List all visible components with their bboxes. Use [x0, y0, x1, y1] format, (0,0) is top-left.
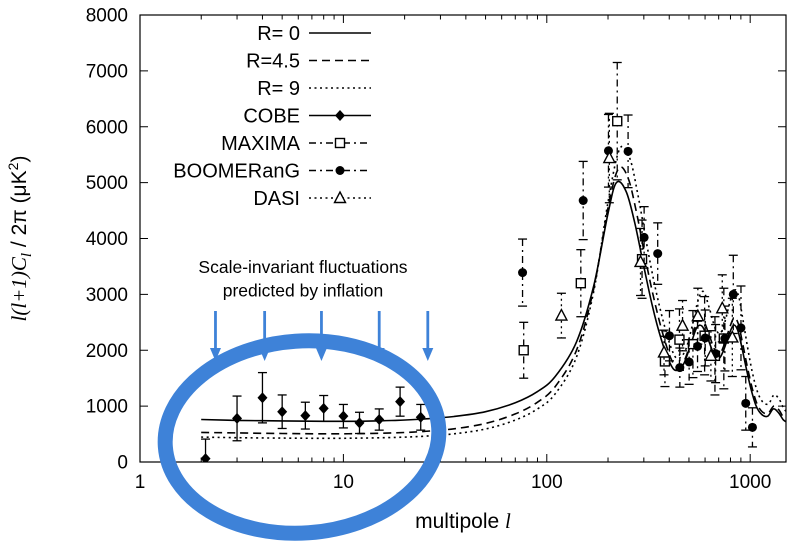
- y-tick-label: 0: [117, 453, 128, 474]
- axes: [139, 14, 787, 463]
- legend-item-DASI: DASI: [253, 188, 371, 210]
- legend-label: MAXIMA: [221, 133, 301, 155]
- series-DASI: [554, 112, 739, 382]
- legend-item-BOOMERanG: BOOMERanG: [173, 161, 371, 183]
- plot-border: [139, 14, 787, 463]
- theory-curve-R0: [201, 180, 786, 423]
- annotation-text-line: predicted by inflation: [223, 281, 384, 301]
- annotation-ellipse: [157, 333, 447, 541]
- legend-item-R4.5: R=4.5: [246, 51, 371, 73]
- legend-label: R=4.5: [246, 51, 300, 73]
- theory-curve-R4.5: [201, 166, 786, 435]
- series-COBE: [200, 371, 426, 462]
- tick-marks: [139, 14, 786, 463]
- tick-labels: 0 1000 2000 3000 4000 5000 6000 7000 8000 1 10 100 1…: [86, 6, 772, 494]
- legend-item-R9: R= 9: [257, 78, 371, 100]
- legend-label: COBE: [243, 106, 300, 128]
- y-tick-label: 5000: [86, 173, 128, 194]
- y-tick-label: 7000: [86, 61, 128, 82]
- y-tick-label: 8000: [86, 6, 128, 27]
- legend-label: BOOMERanG: [173, 161, 300, 183]
- legend: R= 0 R=4.5 R= 9 COBE MAXIMA BOOMERanG DASI: [173, 23, 371, 210]
- data-series: [200, 61, 757, 462]
- y-tick-label: 1000: [86, 397, 128, 418]
- legend-label: R= 0: [257, 23, 300, 45]
- series-BOOMERanG: [518, 113, 757, 448]
- y-axis-label: l(l+1)Cl / 2π (μK2): [5, 156, 35, 322]
- y-tick-label: 2000: [86, 341, 128, 362]
- legend-label: DASI: [253, 188, 300, 210]
- x-axis-label: multipole l: [415, 509, 511, 533]
- y-tick-label: 4000: [86, 229, 128, 250]
- theory-curves: [201, 145, 786, 440]
- annotation-arrow: [209, 311, 221, 361]
- legend-item-R0: R= 0: [257, 23, 371, 45]
- annotation-arrow: [422, 311, 434, 361]
- legend-label: R= 9: [257, 78, 300, 100]
- x-tick-label: 1: [135, 472, 146, 493]
- legend-item-MAXIMA: MAXIMA: [221, 133, 371, 155]
- y-tick-label: 3000: [86, 285, 128, 306]
- x-tick-label: 1000: [729, 472, 771, 493]
- legend-item-COBE: COBE: [243, 106, 371, 128]
- y-tick-label: 6000: [86, 117, 128, 138]
- x-tick-label: 10: [333, 472, 354, 493]
- annotation-text-line: Scale-invariant fluctuations: [198, 257, 407, 277]
- annotation-inflation: Scale-invariant fluctuations predicted by…: [157, 257, 447, 541]
- x-tick-label: 100: [531, 472, 563, 493]
